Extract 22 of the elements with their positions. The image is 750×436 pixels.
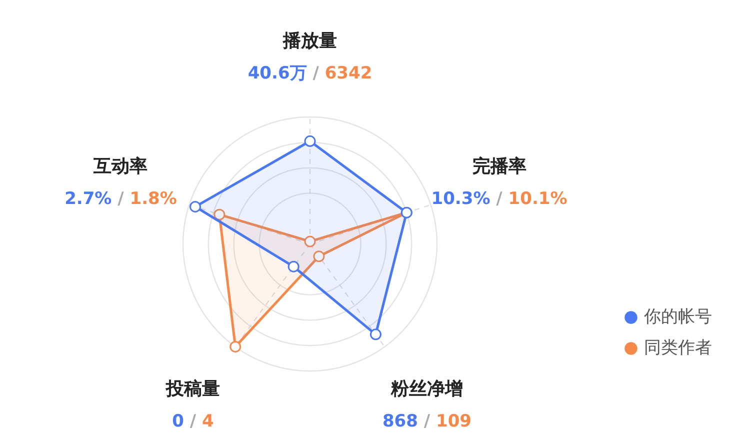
text: / <box>118 188 124 209</box>
text: 109 <box>436 411 472 432</box>
text: 1.8% <box>130 188 177 209</box>
spoke-label: 粉丝净增 <box>390 378 463 400</box>
text: 10.1% <box>508 188 568 209</box>
spoke-label: 完播率 <box>472 156 526 178</box>
text: 40.6万 <box>248 63 307 84</box>
spoke-label: 播放量 <box>282 30 337 52</box>
spoke-label: 投稿量 <box>165 378 220 400</box>
text: 0 <box>172 411 184 432</box>
legend-label: 同类作者 <box>644 338 712 358</box>
text: 2.7% <box>64 188 112 209</box>
text: 4 <box>202 411 214 432</box>
spoke-label: 互动率 <box>92 156 148 178</box>
text: 6342 <box>324 63 372 84</box>
text: / <box>424 411 430 432</box>
text: 10.3% <box>431 188 490 209</box>
text: / <box>190 411 196 432</box>
text: 868 <box>382 411 418 432</box>
legend-label: 你的帐号 <box>643 306 712 327</box>
text: / <box>312 63 319 84</box>
text: / <box>496 188 502 209</box>
